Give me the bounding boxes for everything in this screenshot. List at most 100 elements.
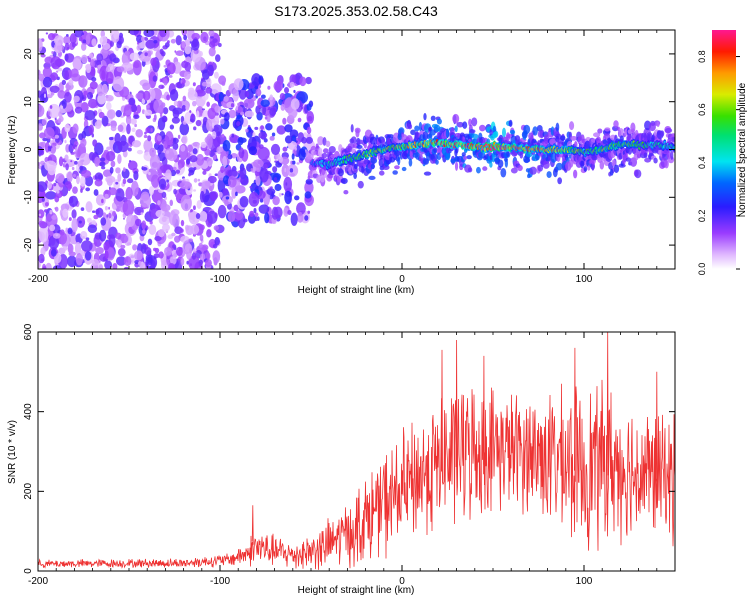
- spectrogram-cell: [159, 113, 163, 118]
- spectrogram-cell: [164, 131, 174, 146]
- x-tick-label: -200: [28, 576, 48, 587]
- spectrogram-cell: [646, 132, 653, 140]
- spectrogram-cell: [634, 169, 642, 179]
- spectrogram-cell: [307, 210, 311, 214]
- spectrogram-cell: [218, 191, 223, 198]
- spectrogram-cell: [225, 196, 230, 200]
- colorbar-tick-label: 0.4: [697, 157, 707, 170]
- spectrogram-cell: [158, 228, 165, 238]
- spectrogram-cell: [160, 50, 166, 57]
- spectrogram-cell: [125, 186, 133, 200]
- spectrogram-cell: [109, 166, 114, 174]
- spectrogram-cell: [211, 122, 215, 128]
- spectrogram-cell: [38, 200, 42, 204]
- spectrogram-cell: [214, 237, 220, 246]
- spectrogram-cell: [509, 129, 516, 135]
- spectrogram-cell: [126, 123, 131, 135]
- spectrogram-cell: [337, 168, 344, 177]
- x-tick-label: -100: [210, 576, 230, 587]
- spectrogram-cell: [39, 160, 45, 166]
- spectrogram-cell: [44, 202, 49, 207]
- spectrogram-cell: [122, 235, 129, 243]
- spectrogram-cell: [86, 91, 94, 100]
- spectrogram-cell: [61, 79, 67, 86]
- spectrogram-cell: [189, 247, 193, 254]
- spectrogram-cell: [64, 124, 71, 133]
- spectrogram-cell: [129, 52, 140, 61]
- spectrogram-cell: [142, 229, 146, 235]
- spectrogram-cell: [41, 197, 45, 202]
- spectrogram-cell: [93, 189, 99, 196]
- spectrogram-cell: [653, 157, 658, 164]
- spectrogram-cell: [454, 125, 458, 133]
- spectrogram-cell: [141, 98, 146, 105]
- spectrogram-cell: [196, 199, 202, 209]
- spectrogram-cell: [170, 38, 176, 44]
- y-tick-label: 10: [23, 96, 34, 108]
- spectrogram-cell: [452, 113, 460, 124]
- spectrogram-cell: [65, 163, 69, 171]
- spectrogram-cell: [210, 36, 214, 39]
- spectrogram-cell: [656, 121, 660, 128]
- spectrogram-cell: [109, 53, 117, 62]
- spectrogram-cell: [172, 142, 179, 151]
- colorbar-ticks: 0.0 0.2 0.4 0.6 0.8: [697, 50, 740, 275]
- spectrogram-cell: [80, 188, 83, 193]
- spectrogram-cell: [363, 142, 367, 149]
- spectrogram-cell: [537, 130, 544, 138]
- spectrogram-cell: [87, 224, 98, 234]
- spectrogram-cell: [55, 206, 59, 212]
- spectrogram-cell: [113, 179, 120, 191]
- spectrogram-cell: [76, 149, 81, 158]
- spectrogram-cell: [179, 181, 192, 190]
- spectrogram-cell: [298, 211, 303, 217]
- colorbar-tick-label: 0.2: [697, 210, 707, 223]
- spectrogram-cell: [120, 244, 126, 249]
- spectrogram-cell: [187, 144, 194, 153]
- spectrogram-cell: [192, 148, 198, 155]
- spectrogram-cell: [42, 66, 52, 78]
- spectrogram-cell: [186, 158, 191, 165]
- spectrogram-cell: [199, 190, 205, 203]
- spectrogram-cell: [454, 161, 459, 171]
- spectrogram-cell: [74, 160, 78, 165]
- spectrogram-cell: [172, 244, 177, 249]
- spectrogram-cell: [117, 173, 122, 182]
- spectrogram-cell: [322, 148, 329, 154]
- spectrogram-cell: [193, 178, 198, 183]
- spectrogram-cell: [79, 175, 86, 187]
- spectrogram-cell: [247, 98, 253, 104]
- spectrogram-cell: [305, 136, 313, 144]
- spectrogram-cell: [268, 172, 282, 181]
- spectrogram-cell: [181, 41, 186, 49]
- spectrogram-cell: [304, 215, 309, 221]
- spectrogram-cell: [89, 81, 98, 90]
- spectrogram-cell: [181, 105, 187, 112]
- spectrogram-cell: [96, 53, 104, 62]
- spectrogram-cell: [44, 209, 49, 213]
- spectrogram-cell: [255, 88, 262, 97]
- spectrogram-cell: [132, 59, 142, 76]
- spectrogram-cell: [98, 111, 105, 119]
- spectrogram-cell: [48, 235, 60, 250]
- spectrogram-cell: [64, 139, 67, 144]
- spectrogram-cell: [131, 127, 136, 133]
- spectrogram-cell: [174, 226, 183, 235]
- spectrogram-cell: [99, 35, 108, 46]
- spectrogram-cell: [164, 246, 173, 256]
- spectrogram-cell: [141, 220, 147, 230]
- spectrogram-cell: [222, 155, 228, 168]
- spectrogram-cell: [78, 220, 82, 224]
- spectrogram-cell: [108, 136, 114, 141]
- spectrogram-cell: [574, 141, 578, 149]
- spectrogram-cell: [173, 100, 178, 107]
- spectrogram-cell: [116, 40, 122, 49]
- spectrogram-cell: [198, 262, 203, 268]
- spectrogram-cell: [79, 165, 84, 171]
- spectrogram-cell: [266, 114, 271, 123]
- spectrogram-cell: [58, 111, 63, 118]
- spectrogram-cell: [38, 38, 43, 52]
- spectrogram-cell: [466, 155, 472, 160]
- spectrogram-cell: [461, 152, 466, 157]
- spectrogram-cell: [258, 204, 270, 214]
